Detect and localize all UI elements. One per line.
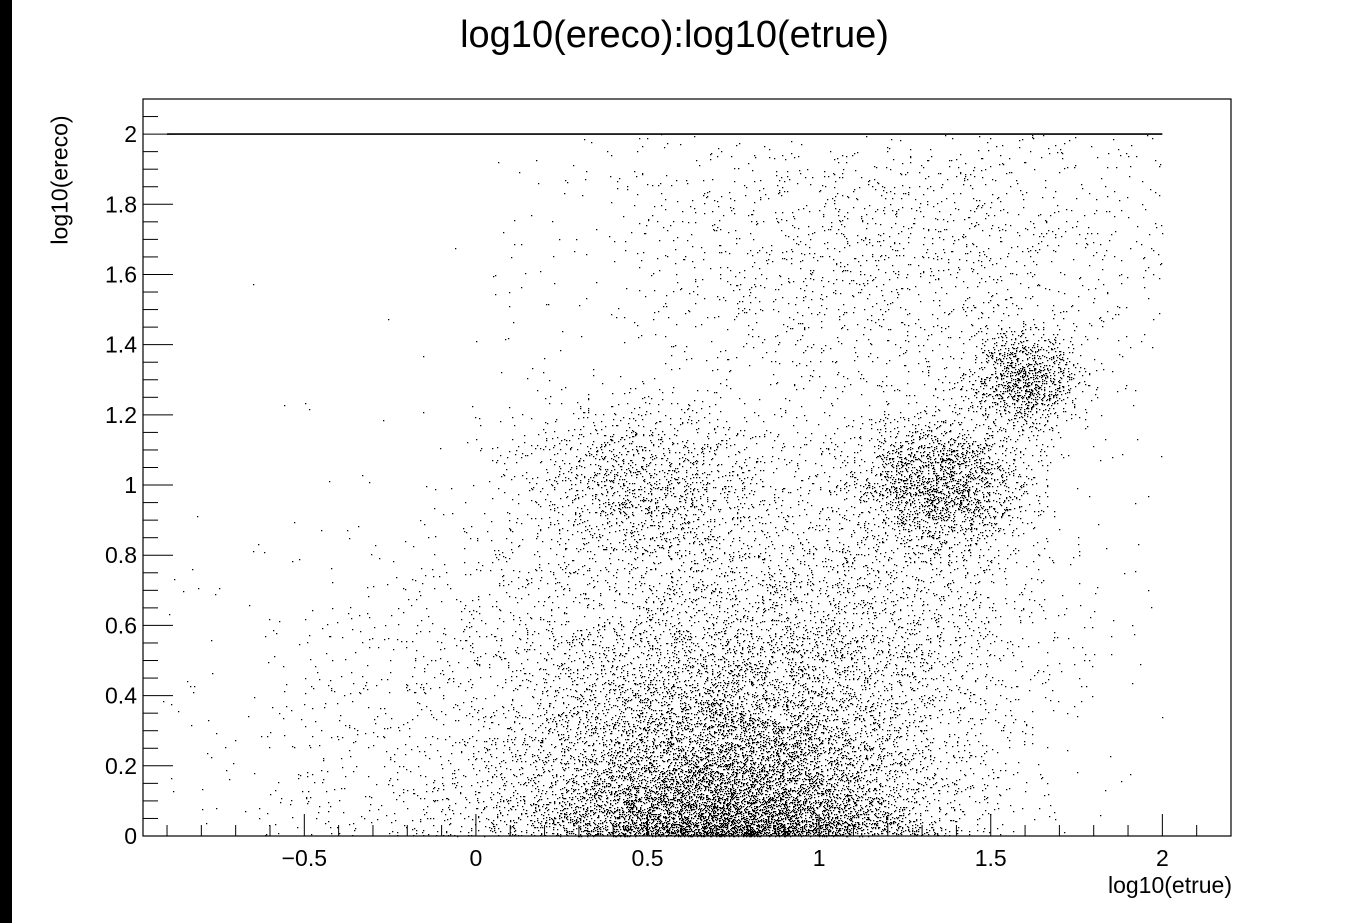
chart-title: log10(ereco):log10(etrue) — [460, 14, 889, 56]
scatter-points — [163, 134, 1164, 838]
y-tick-label: 1.6 — [105, 261, 137, 287]
y-tick-label: 1.4 — [105, 332, 137, 358]
y-tick-label: 0.2 — [105, 753, 137, 779]
y-tick-label: 2 — [124, 121, 137, 147]
x-tick-label: 1.5 — [975, 845, 1007, 871]
y-tick-label: 1.8 — [105, 191, 137, 217]
x-axis: −0.5 0 0.5 1 1.5 2 — [166, 814, 1232, 871]
y-tick-label: 0.6 — [105, 612, 137, 638]
y-axis: 0 0.2 0.4 0.6 0.8 1 1.2 1.4 1.6 1.8 2 — [105, 98, 173, 849]
x-tick-label: −0.5 — [282, 845, 327, 871]
x-tick-label: 1 — [813, 845, 826, 871]
y-tick-label: 0.8 — [105, 542, 137, 568]
y-tick-label: 0.4 — [105, 683, 137, 709]
x-tick-label: 2 — [1156, 845, 1169, 871]
x-axis-title: log10(etrue) — [1107, 872, 1232, 898]
x-tick-label: 0.5 — [632, 845, 664, 871]
data-points — [163, 134, 1164, 838]
y-tick-label: 1.2 — [105, 402, 137, 428]
y-tick-label: 0 — [124, 823, 137, 849]
x-tick-label: 0 — [470, 845, 483, 871]
y-tick-label: 1 — [124, 472, 137, 498]
